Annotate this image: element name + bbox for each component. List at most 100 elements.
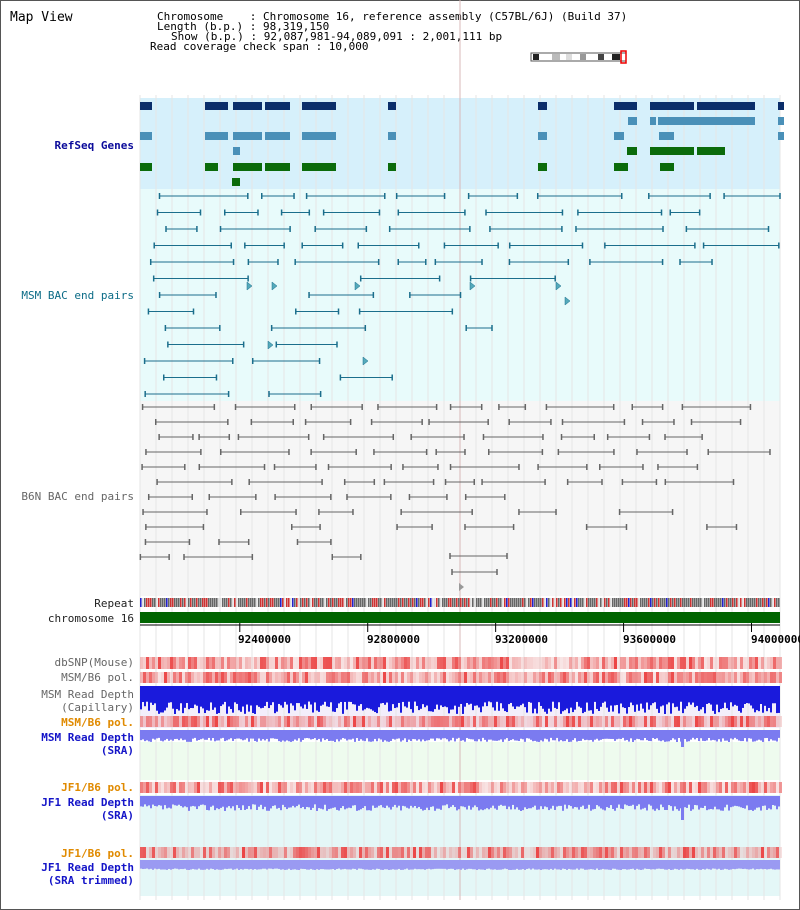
read-depth-bar (436, 860, 438, 869)
read-depth-bar (144, 730, 146, 742)
refseq-genes-track[interactable] (140, 102, 784, 186)
read-depth-bar (494, 796, 496, 809)
polymorphism-cell (443, 847, 446, 858)
track-label-repeat[interactable]: Repeat (94, 597, 134, 610)
track-label-refseq[interactable]: RefSeq Genes (54, 139, 134, 152)
repeat-element (380, 598, 382, 607)
polymorphism-cell (416, 672, 419, 683)
read-depth-bar (294, 686, 296, 711)
polymorphism-cell (701, 672, 704, 683)
polymorphism-tracks[interactable] (140, 657, 782, 858)
track-label-jf1-b6-pol-2[interactable]: JF1/B6 pol. (61, 847, 134, 860)
polymorphism-cell (149, 657, 152, 669)
read-depth-bar (536, 730, 538, 742)
read-depth-bar (310, 860, 312, 869)
read-depth-bar (396, 730, 398, 739)
track-label-chromosome[interactable]: chromosome 16 (47, 612, 134, 625)
gene-arrow (631, 147, 637, 155)
read-depth-bar (158, 796, 160, 806)
chromosome-bar[interactable] (140, 612, 780, 623)
polymorphism-cell (413, 716, 416, 727)
read-depth-bar (570, 860, 572, 870)
repeat-track[interactable] (140, 598, 780, 607)
repeat-element (588, 598, 590, 607)
polymorphism-cell (776, 847, 779, 858)
ideogram-view-marker (620, 50, 627, 64)
track-label-b6n-bac[interactable]: B6N BAC end pairs (21, 490, 134, 503)
read-depth-bar (538, 860, 540, 870)
polymorphism-cell (770, 657, 773, 669)
read-depth-bar (288, 860, 290, 869)
track-label-msm-depth-capillary[interactable]: MSM Read Depth (41, 688, 134, 701)
polymorphism-cell (368, 847, 371, 858)
read-depth-bar (186, 860, 188, 870)
polymorphism-cell (245, 782, 248, 793)
repeat-element (206, 598, 208, 607)
polymorphism-cell (152, 782, 155, 793)
polymorphism-cell (542, 672, 545, 683)
read-depth-bar (644, 686, 646, 713)
read-depth-bar (236, 730, 238, 739)
read-depth-bar (376, 730, 378, 742)
read-depth-bar (610, 860, 612, 870)
polymorphism-cell (287, 672, 290, 683)
track-label-jf1-depth-trimmed[interactable]: JF1 Read Depth (41, 861, 134, 874)
read-depth-tracks[interactable] (140, 686, 780, 870)
read-depth-bar (266, 730, 268, 739)
polymorphism-cell (272, 716, 275, 727)
polymorphism-cell (377, 716, 380, 727)
polymorphism-cell (434, 716, 437, 727)
read-depth-bar (156, 730, 158, 739)
polymorphism-cell (485, 847, 488, 858)
polymorphism-cell (602, 672, 605, 683)
read-depth-bar (354, 730, 356, 742)
read-depth-bar (636, 730, 638, 739)
polymorphism-cell (515, 716, 518, 727)
polymorphism-cell (320, 782, 323, 793)
track-label-msm-bac[interactable]: MSM BAC end pairs (21, 289, 134, 302)
polymorphism-cell (227, 657, 230, 669)
polymorphism-cell (173, 782, 176, 793)
repeat-element (186, 598, 188, 607)
track-label-msm-b6-pol[interactable]: MSM/B6 pol. (61, 671, 134, 684)
read-depth-bar (504, 796, 506, 806)
read-depth-bar (758, 860, 760, 870)
repeat-element (160, 598, 162, 607)
track-label-jf1-b6-pol[interactable]: JF1/B6 pol. (61, 781, 134, 794)
b6n-bac-track[interactable] (139, 404, 771, 591)
read-depth-bar (284, 796, 286, 808)
track-label-dbsnp[interactable]: dbSNP(Mouse) (54, 656, 134, 669)
track-label-msm-b6-pol-2[interactable]: MSM/B6 pol. (61, 716, 134, 729)
read-depth-bar (642, 860, 644, 870)
chromosome-ideogram[interactable] (530, 50, 627, 64)
repeat-element (540, 598, 542, 607)
read-depth-bar (688, 860, 690, 869)
read-depth-bar (406, 860, 408, 869)
repeat-element (348, 598, 350, 607)
repeat-element (678, 598, 680, 607)
read-depth-bar (384, 796, 386, 809)
msm-bac-track[interactable] (143, 193, 781, 397)
read-depth-bar (770, 686, 772, 713)
read-depth-bar (660, 796, 662, 805)
read-depth-bar (356, 796, 358, 811)
gene-feature (614, 163, 628, 171)
read-depth-bar (520, 860, 522, 870)
track-label-jf1-depth-sra[interactable]: JF1 Read Depth (41, 796, 134, 809)
repeat-element (530, 598, 532, 607)
read-depth-bar (526, 730, 528, 739)
read-depth-bar (726, 730, 728, 741)
track-label-msm-depth-sra[interactable]: MSM Read Depth (41, 731, 134, 744)
read-depth-bar (202, 730, 204, 739)
polymorphism-cell (578, 847, 581, 858)
polymorphism-cell (299, 657, 302, 669)
polymorphism-cell (746, 716, 749, 727)
read-depth-bar (168, 860, 170, 869)
polymorphism-cell (227, 672, 230, 683)
repeat-element (340, 598, 342, 607)
read-depth-bar (746, 796, 748, 806)
repeat-element (722, 598, 724, 607)
read-depth-bar (592, 860, 594, 870)
repeat-element (686, 598, 688, 607)
